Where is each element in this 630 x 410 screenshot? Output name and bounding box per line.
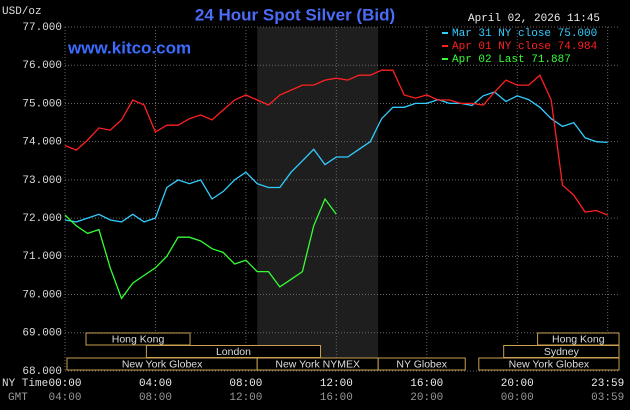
session-label: Hong Kong — [552, 333, 605, 345]
gmt-tick-label: 08:00 — [139, 392, 172, 404]
gmt-tick-label: 12:00 — [229, 392, 262, 404]
series-line — [64, 69, 608, 216]
session-label: Sydney — [544, 346, 580, 358]
x-tick-label: 04:00 — [139, 378, 172, 390]
gmt-tick-label: 20:00 — [410, 392, 443, 404]
session-box — [85, 332, 191, 346]
y-tick-label: 77.000 — [22, 22, 62, 34]
chart-title: 24 Hour Spot Silver (Bid) — [195, 5, 395, 24]
x-tick-label: 08:00 — [229, 378, 262, 390]
timestamp: April 02, 2026 11:45 — [468, 13, 600, 25]
gmt-tick-label: 00:00 — [501, 392, 534, 404]
x-tick-label: 23:59 — [591, 378, 624, 390]
gmt-tick-label: 16:00 — [320, 392, 353, 404]
y-tick-label: 74.000 — [22, 137, 62, 149]
x-row-label: NY Time — [2, 378, 48, 390]
unit-label: USD/oz — [2, 6, 42, 18]
x-tick-label: 12:00 — [320, 378, 353, 390]
y-tick-label: 73.000 — [22, 175, 62, 187]
session-label: Hong Kong — [112, 333, 165, 345]
session-box — [377, 357, 466, 371]
x-tick-label: 20:00 — [501, 378, 534, 390]
x-tick-label: 16:00 — [410, 378, 443, 390]
session-label: London — [216, 346, 251, 358]
gmt-tick-label: 03:59 — [591, 392, 624, 404]
y-tick-label: 70.000 — [22, 289, 62, 301]
session-label: New York NYMEX — [275, 358, 360, 370]
session-label: New York Globex — [509, 358, 590, 370]
y-tick-label: 71.000 — [22, 251, 62, 263]
plot-under — [64, 26, 619, 372]
legend-label: Mar 31 NY close 75.000 — [452, 28, 597, 40]
series-line — [64, 91, 608, 223]
session-label: NY Globex — [396, 358, 447, 370]
gmt-tick-label: 04:00 — [48, 392, 81, 404]
series-line — [64, 197, 337, 300]
y-tick-label: 69.000 — [22, 328, 62, 340]
legend-label: Apr 02 Last 71.887 — [452, 54, 571, 66]
y-tick-label: 75.000 — [22, 98, 62, 110]
session-shade — [257, 27, 379, 371]
x-tick-label: 00:00 — [48, 378, 81, 390]
y-tick-label: 76.000 — [22, 60, 62, 72]
watermark: www.kitco.com — [67, 38, 191, 57]
session-label: New York Globex — [122, 358, 203, 370]
session-box — [478, 357, 620, 371]
y-tick-label: 72.000 — [22, 213, 62, 225]
y-tick-label: 68.000 — [22, 366, 62, 378]
legend-label: Apr 01 NY close 74.984 — [452, 41, 598, 53]
x-row-label: GMT — [8, 392, 28, 404]
